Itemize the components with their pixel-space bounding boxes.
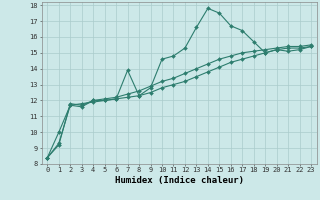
X-axis label: Humidex (Indice chaleur): Humidex (Indice chaleur) — [115, 176, 244, 185]
